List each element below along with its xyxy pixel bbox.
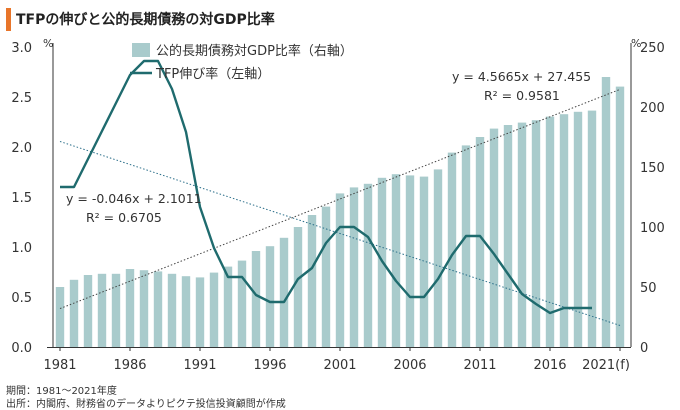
tfp-line	[60, 59, 592, 315]
right-tick-label: 150	[640, 161, 665, 176]
right-tick-label: 0	[640, 341, 648, 356]
bar-2010	[461, 145, 471, 347]
bar-1989	[167, 273, 177, 347]
bar-2003	[363, 183, 373, 347]
left-axis-unit: %	[43, 37, 53, 50]
tfp-line-layer	[60, 59, 592, 315]
bar-2001	[335, 193, 345, 347]
bar-2007	[419, 176, 429, 347]
bar-2000	[321, 206, 331, 347]
right-tick-label: 250	[640, 41, 665, 56]
legend-label-line: TFP伸び率（左軸）	[155, 66, 270, 82]
left-tick-label: 3.0	[11, 41, 32, 56]
bar-1997	[279, 237, 289, 347]
bar-2011	[475, 137, 485, 347]
right-axis-unit: %	[631, 37, 641, 50]
bar-2014	[517, 122, 527, 347]
bar-1981	[55, 287, 65, 347]
x-tick-label: 2001	[323, 358, 356, 373]
legend: 公的長期債務対GDP比率（右軸） TFP伸び率（左軸）	[130, 43, 353, 82]
bar-2017	[559, 114, 569, 347]
bar-1987	[139, 270, 149, 347]
right-tick-label: 200	[640, 101, 665, 116]
bar-1990	[181, 276, 191, 347]
trend-left-equation: y = -0.046x + 2.1011	[66, 191, 202, 206]
left-tick-label: 0.0	[11, 341, 32, 356]
bar-1991	[195, 277, 205, 347]
axes: 0.0 0.5 1.0 1.5 2.0 2.5 3.0 0 50 100 150 200 250% % 19…	[11, 37, 665, 373]
bar-2019	[587, 110, 597, 347]
right-tick-label: 100	[640, 221, 665, 236]
bar-2005	[391, 174, 401, 347]
bar-2008	[433, 169, 443, 347]
x-tick-label: 2006	[393, 358, 426, 373]
trendline-left	[59, 141, 621, 326]
legend-label-bar: 公的長期債務対GDP比率（右軸）	[156, 43, 353, 59]
bar-1999	[307, 215, 317, 347]
left-tick-label: 1.5	[11, 191, 32, 206]
trendline-right	[59, 88, 621, 310]
footnote-period: 期間：1981～2021年度	[6, 386, 117, 397]
x-tick-label: 1996	[253, 358, 286, 373]
bar-2015	[531, 120, 541, 347]
bar-2012	[489, 128, 499, 347]
bar-2016	[545, 116, 555, 347]
bar-1988	[153, 271, 163, 347]
left-tick-label: 1.0	[11, 241, 32, 256]
trendlines	[59, 88, 621, 326]
bar-2002	[349, 187, 359, 347]
bar-1986	[125, 269, 135, 347]
bar-1998	[293, 227, 303, 347]
trend-left-r2: R² = 0.6705	[86, 210, 162, 225]
bar-1982	[69, 279, 79, 347]
title-accent-bar	[6, 8, 11, 31]
bar-2018	[573, 111, 583, 347]
x-tick-label: 2011	[463, 358, 496, 373]
bar-1983	[83, 275, 93, 347]
bar-2021	[615, 86, 625, 347]
bar-1984	[97, 273, 107, 347]
trend-right-equation: y = 4.5665x + 27.455	[452, 69, 591, 84]
x-tick-label: 1986	[113, 358, 146, 373]
bar-2020	[601, 77, 611, 347]
left-tick-label: 2.5	[11, 91, 32, 106]
bar-1994	[237, 260, 247, 347]
left-tick-label: 0.5	[11, 291, 32, 306]
left-tick-label: 2.0	[11, 141, 32, 156]
trend-annotations: y = -0.046x + 2.1011 R² = 0.6705 y = 4.566…	[66, 69, 591, 225]
footnote-source: 出所：内閣府、財務省のデータよりピクテ投信投資顧問が作成	[6, 399, 286, 410]
right-tick-label: 50	[640, 281, 657, 296]
bar-1996	[265, 246, 275, 347]
trend-right-r2: R² = 0.9581	[484, 88, 560, 103]
bar-2009	[447, 152, 457, 347]
bar-1993	[223, 266, 233, 347]
bar-2006	[405, 175, 415, 347]
legend-swatch-bar	[132, 43, 150, 57]
x-tick-label: 1981	[43, 358, 76, 373]
chart-title: TFPの伸びと公的長期債務の対GDP比率	[16, 12, 275, 28]
x-tick-label: 2016	[533, 358, 566, 373]
x-tick-label: 1991	[183, 358, 216, 373]
bar-1992	[209, 272, 219, 347]
x-tick-label: 2021(f)	[582, 358, 630, 373]
bar-2013	[503, 125, 513, 347]
bar-1985	[111, 273, 121, 347]
debt-ratio-bars	[55, 77, 625, 347]
bar-1995	[251, 251, 261, 347]
